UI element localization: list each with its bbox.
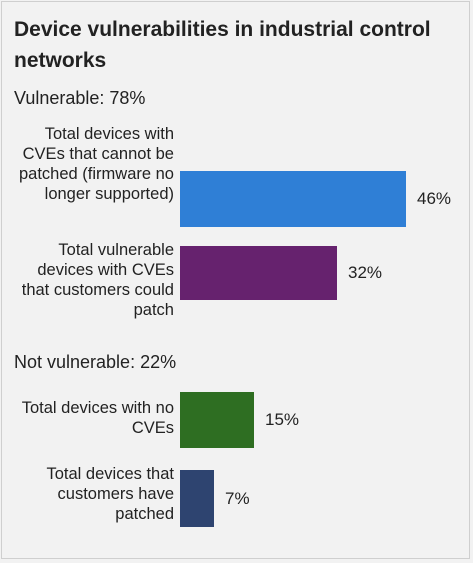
group-header-vulnerable: Vulnerable: 78% (14, 88, 146, 108)
value-label-patchable: 32% (348, 263, 383, 282)
bar-label-patched: Total devices that customers have patche… (46, 465, 175, 523)
value-label-unpatchable: 46% (417, 189, 452, 208)
bar-no-cves (180, 392, 254, 448)
value-label-patched: 7% (225, 488, 250, 508)
bar-label-unpatchable: Total devices with CVEs that cannot be p… (19, 125, 174, 203)
group-header-not-vulnerable: Not vulnerable: 22% (14, 352, 177, 372)
bar-patchable (180, 246, 337, 300)
bar-label-patchable: Total vulnerable devices with CVEs that … (21, 241, 174, 319)
chart-title: Device vulnerabilities in industrial con… (14, 18, 431, 72)
bar-patched (180, 470, 214, 527)
value-label-no-cves: 15% (265, 410, 300, 429)
bar-unpatchable (180, 171, 406, 227)
bar-label-no-cves: Total devices with no CVEs (21, 399, 174, 437)
